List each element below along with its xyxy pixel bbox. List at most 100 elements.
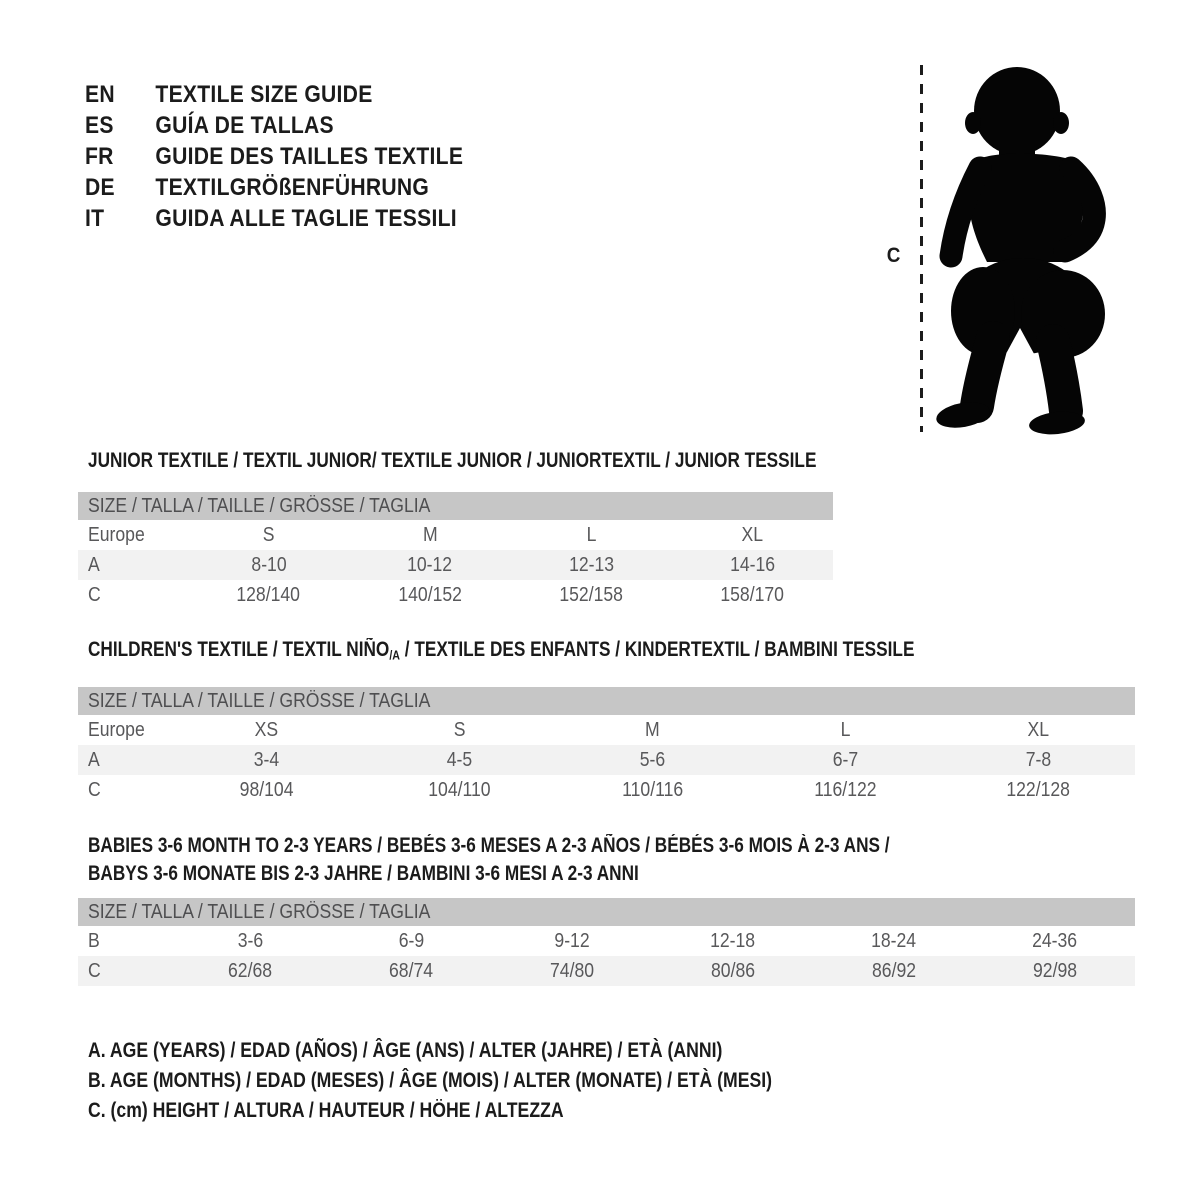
language-row: EN TEXTILE SIZE GUIDE (85, 79, 463, 110)
size-cell: 24-36 (1032, 929, 1078, 952)
silhouette-foot-right (1029, 411, 1085, 435)
size-cell: 86/92 (871, 959, 916, 982)
section-title-text: CHILDREN'S TEXTILE / TEXTIL NIÑO (88, 638, 390, 661)
size-cell: 62/68 (228, 959, 273, 982)
size-cell: 104/110 (428, 778, 491, 801)
size-cell: 7-8 (1025, 748, 1052, 771)
size-header-label: SIZE / TALLA / TAILLE / GRÖSSE / TAGLIA (88, 690, 431, 713)
row-label: C (88, 778, 101, 801)
table-row: C 128/140 140/152 152/158 158/170 (78, 580, 833, 610)
language-row: ES GUÍA DE TALLAS (85, 110, 463, 141)
section-title-text: / TEXTILE DES ENFANTS / KINDERTEXTIL / B… (400, 638, 915, 661)
size-cell: 5-6 (639, 748, 666, 771)
silhouette-ear-left (965, 112, 981, 134)
size-cell: 10-12 (407, 553, 453, 576)
language-code: IT (85, 204, 105, 232)
language-guide-title: TEXTILE SIZE GUIDE (155, 80, 373, 108)
size-header-label: SIZE / TALLA / TAILLE / GRÖSSE / TAGLIA (88, 495, 431, 517)
silhouette-arm-right (1053, 156, 1106, 263)
size-cell: 68/74 (389, 959, 434, 982)
size-cell: 98/104 (239, 778, 294, 801)
section-babies-textile: BABIES 3-6 MONTH TO 2-3 YEARS / BEBÉS 3-… (78, 832, 1135, 986)
size-header-bar: SIZE / TALLA / TAILLE / GRÖSSE / TAGLIA (78, 492, 833, 520)
language-title-list: EN TEXTILE SIZE GUIDE ES GUÍA DE TALLAS FR GU… (85, 79, 515, 234)
size-table: Europe S M L XL A 8-10 10-12 12-13 14-16 C 128/140 1… (78, 520, 833, 610)
language-guide-title: GUÍA DE TALLAS (155, 111, 334, 139)
size-cell: M (645, 718, 660, 741)
size-cell: XL (1027, 718, 1050, 741)
table-row: Europe S M L XL (78, 520, 833, 550)
section-junior-textile: JUNIOR TEXTILE / TEXTIL JUNIOR/ TEXTILE … (78, 450, 833, 610)
section-title-line-2: BABYS 3-6 MONATE BIS 2-3 JAHRE / BAMBINI… (88, 862, 639, 885)
note-line: B. AGE (MONTHS) / EDAD (MESES) / ÂGE (MO… (88, 1069, 773, 1092)
row-label: Europe (88, 718, 145, 741)
table-row: B 3-6 6-9 9-12 12-18 18-24 24-36 (78, 926, 1135, 956)
size-cell: XS (254, 718, 279, 741)
size-cell: 12-18 (710, 929, 756, 952)
size-cell: L (586, 523, 597, 546)
size-cell: 92/98 (1032, 959, 1077, 982)
silhouette-ear-right (1053, 112, 1069, 134)
size-cell: L (840, 718, 851, 741)
size-cell: 80/86 (710, 959, 755, 982)
height-figure: C (880, 60, 1130, 445)
silhouette-head (974, 67, 1060, 155)
silhouette-leg-right (1036, 324, 1083, 428)
size-cell: M (422, 523, 438, 546)
size-cell: 116/122 (814, 778, 877, 801)
size-cell: S (453, 718, 466, 741)
height-dashed-line (920, 65, 923, 432)
table-row: A 8-10 10-12 12-13 14-16 (78, 550, 833, 580)
size-header-label: SIZE / TALLA / TAILLE / GRÖSSE / TAGLIA (88, 901, 431, 923)
size-cell: 3-4 (253, 748, 280, 771)
size-cell: 8-10 (251, 553, 287, 576)
size-cell: 158/170 (720, 583, 785, 606)
row-label: A (88, 553, 100, 576)
language-code: FR (85, 142, 114, 170)
size-cell: 122/128 (1006, 778, 1071, 801)
section-title: JUNIOR TEXTILE / TEXTIL JUNIOR/ TEXTILE … (88, 449, 817, 472)
size-cell: 152/158 (559, 583, 623, 606)
size-cell: 4-5 (446, 748, 473, 771)
language-row: FR GUIDE DES TAILLES TEXTILE (85, 141, 463, 172)
row-label: A (88, 748, 100, 771)
language-code: DE (85, 173, 115, 201)
size-cell: 12-13 (568, 553, 614, 576)
size-cell: 3-6 (237, 929, 264, 952)
section-children-textile: CHILDREN'S TEXTILE / TEXTIL NIÑO/A / TEX… (78, 639, 1135, 805)
row-label: Europe (88, 523, 145, 546)
silhouette-foot-left (936, 402, 990, 428)
silhouette-torso (967, 153, 1087, 262)
silhouette-arm-left (939, 156, 992, 268)
note-line: C. (cm) HEIGHT / ALTURA / HAUTEUR / HÖHE… (88, 1099, 564, 1122)
language-guide-title: TEXTILGRÖßENFÜHRUNG (155, 173, 430, 201)
language-row: DE TEXTILGRÖßENFÜHRUNG (85, 172, 463, 203)
table-row: Europe XS S M L XL (78, 715, 1135, 745)
size-header-bar: SIZE / TALLA / TAILLE / GRÖSSE / TAGLIA (78, 898, 1135, 926)
row-label: B (88, 929, 100, 952)
size-header-bar: SIZE / TALLA / TAILLE / GRÖSSE / TAGLIA (78, 687, 1135, 716)
language-row: IT GUIDA ALLE TAGLIE TESSILI (85, 203, 463, 234)
size-cell: 14-16 (729, 553, 775, 576)
size-cell: 110/116 (621, 778, 683, 801)
height-measure-label: C (886, 244, 901, 267)
language-guide-title: GUIDA ALLE TAGLIE TESSILI (155, 204, 457, 232)
size-cell: S (262, 523, 275, 546)
size-cell: 6-7 (832, 748, 859, 771)
silhouette-leg-left (960, 321, 1010, 423)
size-table: B 3-6 6-9 9-12 12-18 18-24 24-36 C 62/68 68/74 74/… (78, 926, 1135, 986)
row-label: C (88, 583, 101, 606)
table-row: C 62/68 68/74 74/80 80/86 86/92 92/98 (78, 956, 1135, 986)
size-cell: 9-12 (554, 929, 590, 952)
section-title-line-1: BABIES 3-6 MONTH TO 2-3 YEARS / BEBÉS 3-… (88, 834, 890, 857)
row-label: C (88, 959, 101, 982)
nino-a-subscript: /A (389, 647, 401, 663)
toddler-silhouette (936, 67, 1106, 435)
section-title: BABIES 3-6 MONTH TO 2-3 YEARS / BEBÉS 3-… (88, 832, 947, 888)
silhouette-crotch-gap (995, 328, 1045, 398)
note-line: A. AGE (YEARS) / EDAD (AÑOS) / ÂGE (ANS)… (88, 1039, 723, 1062)
language-code: ES (85, 111, 114, 139)
size-cell: 140/152 (398, 583, 462, 606)
notes-list: A. AGE (YEARS) / EDAD (AÑOS) / ÂGE (ANS)… (88, 1036, 902, 1126)
